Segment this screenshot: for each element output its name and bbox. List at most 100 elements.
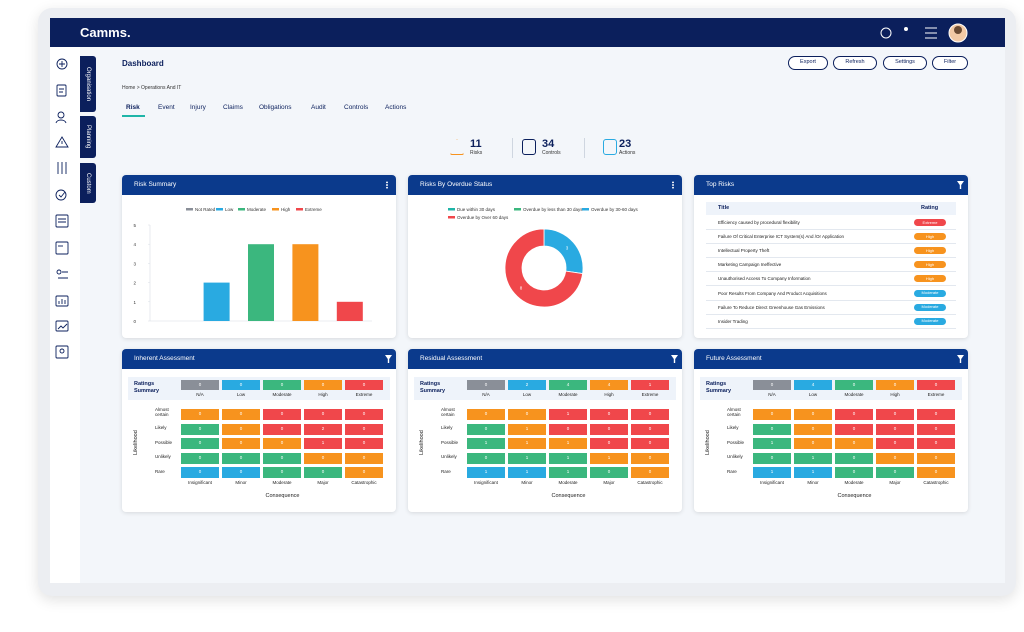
matrix-cell: 0 [753,409,791,420]
stat-icon [603,139,617,155]
panel-filter-shape [385,355,392,363]
matrix-cell: 1 [753,467,791,478]
rating-badge: High [914,275,946,283]
consequence-label: Major [317,480,329,485]
toolbar-button[interactable]: Settings [883,56,927,70]
matrix-cell: 0 [263,467,301,478]
row-divider [706,257,956,258]
tab[interactable]: Actions [385,104,407,111]
matrix-cell: 1 [467,467,505,478]
matrix-cell: 0 [304,467,342,478]
summary-cell: 0 [263,380,301,390]
tab[interactable]: Audit [311,104,326,111]
likelihood-label: Likely [727,425,739,430]
summary-cell: 0 [181,380,219,390]
likelihood-label: Possible [727,439,745,445]
stat-label: Controls [542,150,561,156]
tab[interactable]: Claims [223,104,243,111]
matrix-cell: 0 [917,452,955,464]
rating-badge: High [914,247,946,255]
panel-title: Residual Assessment [420,355,483,362]
matrix-cell: 0 [304,409,342,420]
tab[interactable]: Obligations [259,104,292,111]
help-icon[interactable] [880,27,892,39]
summary-level-label: Moderate [558,392,578,397]
matrix-cell: 0 [345,409,383,420]
sidebar-tab[interactable]: Custom [80,163,96,203]
tab[interactable]: Controls [344,104,369,111]
matrix-cell: 0 [835,438,873,449]
matrix-cell: 0 [263,452,301,464]
toolbar-button[interactable]: Filter [932,56,968,70]
consequence-label: Moderate [558,480,578,485]
consequence-label: Moderate [844,480,864,485]
tab[interactable]: Injury [190,104,206,111]
stat-divider [512,138,513,158]
risk-title: Failure Of Critical Enterprise ICT Syste… [718,234,844,240]
summary-cell: 4 [794,380,832,390]
menu-icon[interactable] [925,27,937,39]
summary-cell: 0 [222,380,260,390]
matrix-cell: 0 [835,452,873,464]
summary-cell: 0 [753,380,791,390]
row-divider [706,285,956,286]
panel [122,175,396,338]
summary-cell: 4 [549,380,587,390]
matrix-cell: 1 [549,452,587,464]
panel-title: Risks By Overdue Status [420,181,493,188]
consequence-label: Minor [521,480,533,485]
row-divider [706,313,956,315]
risk-title: Efficiency caused by procedural flexibil… [718,220,800,225]
tab[interactable]: Event [158,104,175,111]
risk-title: Intellectual Property Theft [718,248,770,254]
breadcrumb: Home > Operations And IT [122,85,182,91]
consequence-label: Moderate [272,480,292,485]
summary-level-label: Low [522,392,532,397]
summary-cell: 2 [508,380,546,390]
matrix-cell: 0 [590,409,628,420]
summary-cell: 1 [631,380,669,390]
consequence-label: Minor [235,480,247,485]
summary-level-label: Low [236,392,246,397]
likelihood-label: Possible [155,439,173,445]
matrix-cell: 1 [794,452,832,464]
consequence-label: Insignificant [188,480,212,485]
consequence-label: Minor [807,480,819,485]
matrix-cell: 0 [467,409,505,420]
matrix-cell: 0 [590,467,628,478]
stat-label: Risks [470,150,483,156]
logo: Camms. [80,25,131,40]
rating-badge: Moderate [914,289,946,297]
consequence-axis-label: Consequence [837,493,872,499]
panel-filter-shape [671,355,678,363]
avatar-hair [954,26,962,34]
toolbar-button[interactable]: Refresh [833,56,877,70]
matrix-cell: 0 [222,423,260,435]
row-divider [706,327,956,329]
matrix-cell: 0 [631,467,669,478]
row-divider [706,229,956,230]
rating-badge: Moderate [914,317,946,325]
panel-filter-shape [957,181,964,189]
matrix-cell: 0 [222,467,260,478]
matrix-cell: 0 [794,423,832,435]
summary-cell: 0 [304,380,342,390]
sidebar-tab[interactable]: Planning [80,116,96,158]
matrix-cell: 0 [181,467,219,478]
sidebar-tab[interactable]: Organisation [80,56,96,112]
matrix-cell: 0 [753,423,791,435]
tab[interactable]: Risk [126,104,140,111]
summary-level-label: Low [808,392,818,397]
toolbar-button[interactable]: Export [788,56,828,70]
risk-title: Insider Trading [718,318,748,324]
panel-header [122,175,396,195]
matrix-cell: 0 [631,452,669,464]
matrix-cell: 0 [345,438,383,449]
matrix-cell: 0 [835,467,873,478]
panel-title: Future Assessment [706,355,762,362]
likelihood-label: Unlikely [727,454,743,459]
summary-level-label: Extreme [355,392,373,397]
matrix-cell: 0 [263,423,301,435]
matrix-cell: 0 [181,438,219,449]
summary-level-label: N/A [768,392,776,397]
